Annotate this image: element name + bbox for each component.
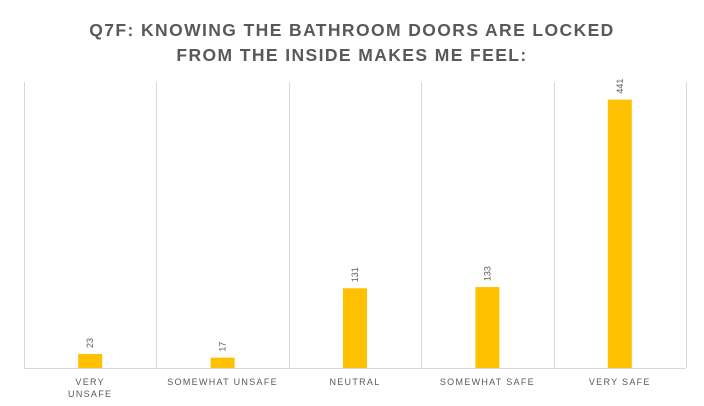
data-label: 17 bbox=[218, 342, 228, 352]
x-tick-label-line: UNSAFE bbox=[68, 389, 112, 399]
chart-title: Q7F: KNOWING THE BATHROOM DOORS ARE LOCK… bbox=[60, 18, 644, 68]
data-label: 133 bbox=[482, 266, 492, 281]
bar bbox=[78, 354, 103, 368]
x-tick-label: VERY UNSAFE bbox=[68, 377, 112, 399]
x-tick-label-line: NEUTRAL bbox=[329, 377, 380, 387]
x-tick-label: SOMEWHAT UNSAFE bbox=[167, 377, 278, 387]
x-tick-label: VERY SAFE bbox=[589, 377, 651, 387]
bar bbox=[475, 287, 500, 368]
data-label: 131 bbox=[350, 267, 360, 282]
x-tick-label-line: SOMEWHAT UNSAFE bbox=[167, 377, 278, 387]
data-label: 23 bbox=[85, 338, 95, 348]
chart-title-line-1: Q7F: KNOWING THE BATHROOM DOORS ARE LOCK… bbox=[89, 20, 615, 40]
bar bbox=[343, 288, 367, 368]
x-tick-label-line: VERY bbox=[75, 377, 105, 387]
chart-title-line-2: FROM THE INSIDE MAKES ME FEEL: bbox=[176, 45, 528, 65]
data-label: 441 bbox=[615, 79, 625, 94]
x-tick-label-line: VERY SAFE bbox=[589, 377, 651, 387]
bar bbox=[210, 357, 235, 368]
bar bbox=[607, 99, 632, 369]
x-tick-label: SOMEWHAT SAFE bbox=[440, 377, 535, 387]
x-tick-label: NEUTRAL bbox=[329, 377, 380, 387]
x-tick-label-line: SOMEWHAT SAFE bbox=[440, 377, 535, 387]
